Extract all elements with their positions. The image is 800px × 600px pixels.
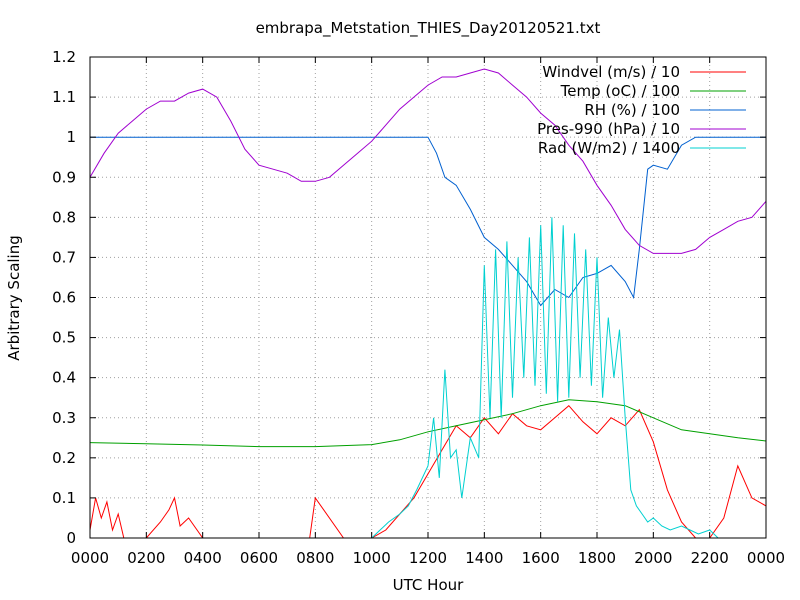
y-tick-label: 0.5 xyxy=(52,329,76,347)
x-tick-label: 1200 xyxy=(409,549,447,567)
series-line-rh xyxy=(90,136,766,307)
chart-title: embrapa_Metstation_THIES_Day20120521.txt xyxy=(256,19,601,38)
x-tick-label: 0800 xyxy=(296,549,334,567)
y-tick-label: 0.4 xyxy=(52,369,76,387)
y-tick-label: 1.2 xyxy=(52,48,76,66)
legend-label-rad: Rad (W/m2) / 1400 xyxy=(538,139,680,157)
legend-label-windvel: Windvel (m/s) / 10 xyxy=(542,63,680,81)
x-tick-label: 1400 xyxy=(465,549,503,567)
series-group xyxy=(89,68,767,539)
x-tick-label: 0000 xyxy=(747,549,785,567)
x-tick-label: 1600 xyxy=(522,549,560,567)
x-tick-label: 0600 xyxy=(240,549,278,567)
x-tick-label: 2000 xyxy=(634,549,672,567)
y-tick-label: 0.8 xyxy=(52,208,76,226)
x-tick-label: 0000 xyxy=(71,549,109,567)
legend-label-temp: Temp (oC) / 100 xyxy=(560,82,680,100)
y-tick-label: 0.6 xyxy=(52,289,76,307)
x-tick-label: 1800 xyxy=(578,549,616,567)
y-tick-label: 0.1 xyxy=(52,489,76,507)
series-line-pres990 xyxy=(89,68,767,254)
series-line-rad xyxy=(90,217,766,539)
x-tick-label: 0200 xyxy=(127,549,165,567)
series-line-temp xyxy=(89,399,767,448)
y-tick-label: 0.9 xyxy=(52,168,76,186)
legend-label-rh: RH (%) / 100 xyxy=(584,101,680,119)
y-tick-label: 1 xyxy=(66,128,76,146)
series-line-windvel xyxy=(89,404,767,539)
y-tick-label: 0.3 xyxy=(52,409,76,427)
y-axis: 0 0.1 0.2 0.3 0.4 0.5 0.6 0.7 0.8 0.9 1 1.1 1.2 xyxy=(52,48,766,547)
x-axis-label: UTC Hour xyxy=(393,576,464,594)
x-tick-label: 0400 xyxy=(184,549,222,567)
y-tick-label: 0 xyxy=(66,529,76,547)
legend-label-pres990: Pres-990 (hPa) / 10 xyxy=(537,120,680,138)
y-axis-label: Arbitrary Scaling xyxy=(5,235,23,361)
y-tick-label: 1.1 xyxy=(52,88,76,106)
x-axis: 0000 0200 0400 0600 0800 1000 1200 1400 1600 1800… xyxy=(71,57,785,567)
y-tick-label: 0.7 xyxy=(52,248,76,266)
x-tick-label: 2200 xyxy=(691,549,729,567)
y-tick-label: 0.2 xyxy=(52,449,76,467)
x-tick-label: 1000 xyxy=(353,549,391,567)
